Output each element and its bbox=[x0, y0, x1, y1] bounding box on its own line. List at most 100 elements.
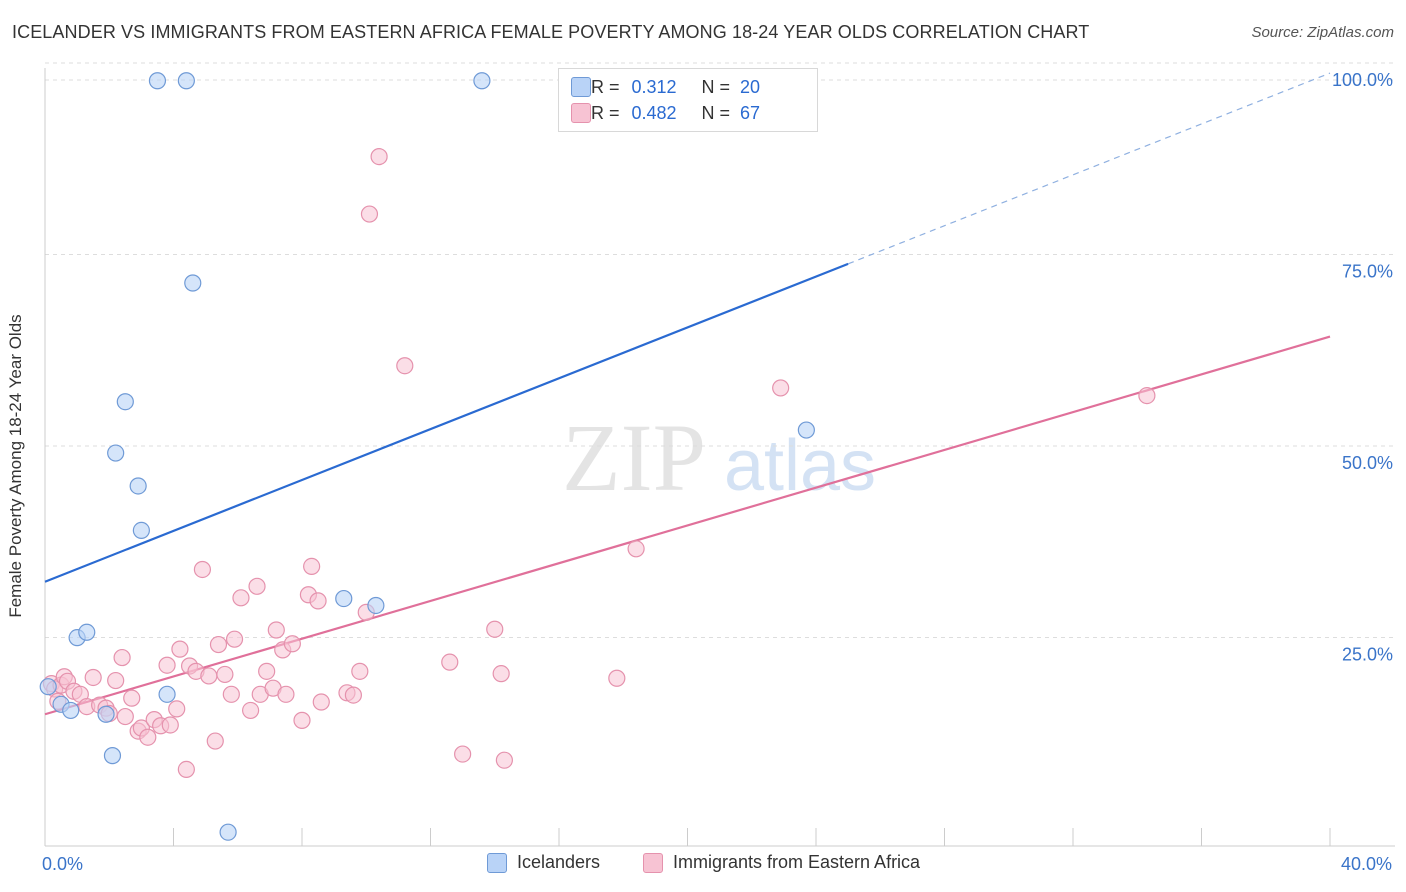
point-eastern-africa bbox=[116, 707, 134, 726]
point-eastern-africa bbox=[312, 693, 330, 711]
point-eastern-africa bbox=[495, 751, 513, 769]
trend-line-icelanders bbox=[44, 262, 849, 583]
point-eastern-africa bbox=[84, 668, 102, 687]
point-eastern-africa bbox=[258, 662, 276, 680]
legend-swatch-blue bbox=[571, 77, 591, 97]
trend-line-icelanders-extension bbox=[847, 72, 1331, 265]
trend-lines bbox=[44, 72, 1331, 716]
point-icelanders bbox=[473, 72, 491, 90]
point-eastern-africa bbox=[370, 148, 388, 166]
point-eastern-africa bbox=[277, 685, 295, 703]
legend-r-label: R = bbox=[591, 76, 620, 97]
points bbox=[39, 72, 1156, 841]
watermark-zip: ZIP bbox=[562, 404, 706, 511]
point-eastern-africa bbox=[139, 728, 157, 746]
point-icelanders bbox=[177, 72, 195, 90]
point-eastern-africa bbox=[161, 716, 179, 734]
point-eastern-africa bbox=[232, 589, 250, 607]
point-eastern-africa bbox=[486, 620, 504, 638]
series-legend: Icelanders Immigrants from Eastern Afric… bbox=[0, 852, 1406, 878]
point-eastern-africa bbox=[344, 686, 362, 704]
point-eastern-africa bbox=[303, 557, 321, 576]
y-tick-label: 25.0% bbox=[1342, 645, 1393, 665]
point-icelanders bbox=[184, 274, 202, 292]
point-icelanders bbox=[148, 72, 167, 90]
point-eastern-africa bbox=[396, 357, 414, 375]
point-icelanders bbox=[97, 705, 115, 723]
legend-n-value: 67 bbox=[740, 102, 761, 123]
point-eastern-africa bbox=[454, 745, 472, 763]
point-eastern-africa bbox=[441, 653, 459, 671]
point-eastern-africa bbox=[216, 665, 234, 684]
point-eastern-africa bbox=[168, 700, 186, 718]
point-eastern-africa bbox=[177, 760, 195, 779]
point-eastern-africa bbox=[158, 656, 176, 674]
legend-n-value: 20 bbox=[740, 76, 761, 97]
legend-swatch-blue bbox=[487, 852, 507, 873]
point-eastern-africa bbox=[283, 635, 301, 653]
point-eastern-africa bbox=[267, 621, 285, 639]
stats-legend: R = 0.312 N = 20 R = 0.482 N = 67 bbox=[558, 68, 818, 132]
legend-label-eastern-africa: Immigrants from Eastern Africa bbox=[673, 852, 921, 872]
legend-r-value: 0.482 bbox=[631, 102, 677, 123]
chart-title: ICELANDER VS IMMIGRANTS FROM EASTERN AFR… bbox=[12, 22, 1090, 42]
point-icelanders bbox=[62, 701, 80, 720]
point-eastern-africa bbox=[225, 630, 244, 648]
point-eastern-africa bbox=[772, 379, 790, 397]
legend-n-label: N = bbox=[701, 76, 731, 97]
tick-labels: 0.0% 40.0% 25.0% 50.0% 75.0% 100.0% bbox=[42, 70, 1393, 874]
legend-swatch-pink bbox=[643, 852, 663, 873]
point-icelanders bbox=[367, 596, 385, 615]
point-eastern-africa bbox=[360, 205, 379, 223]
point-eastern-africa bbox=[492, 665, 510, 683]
point-eastern-africa bbox=[123, 689, 141, 707]
point-icelanders bbox=[78, 623, 96, 641]
point-eastern-africa bbox=[206, 732, 224, 750]
point-icelanders bbox=[797, 421, 815, 439]
point-icelanders bbox=[39, 678, 57, 696]
point-eastern-africa bbox=[351, 662, 369, 680]
legend-label-icelanders: Icelanders bbox=[517, 852, 601, 872]
point-eastern-africa bbox=[627, 540, 645, 558]
legend-row-eastern-africa: R = 0.482 N = 67 bbox=[571, 101, 761, 125]
y-tick-label: 100.0% bbox=[1332, 70, 1393, 90]
x-tick-label: 40.0% bbox=[1341, 854, 1392, 874]
point-icelanders bbox=[116, 393, 134, 411]
point-eastern-africa bbox=[107, 671, 125, 690]
point-eastern-africa bbox=[608, 669, 626, 687]
y-tick-label: 75.0% bbox=[1342, 262, 1393, 282]
point-icelanders bbox=[132, 521, 150, 540]
y-tick-label: 50.0% bbox=[1342, 453, 1393, 473]
point-icelanders bbox=[335, 589, 353, 608]
watermark-atlas: atlas bbox=[724, 426, 876, 506]
legend-item-eastern-africa[interactable]: Immigrants from Eastern Africa bbox=[643, 852, 920, 873]
point-eastern-africa bbox=[171, 640, 189, 658]
point-icelanders bbox=[103, 747, 122, 765]
point-icelanders bbox=[107, 444, 125, 462]
legend-row-icelanders: R = 0.312 N = 20 bbox=[571, 75, 761, 99]
watermark: ZIP atlas bbox=[562, 404, 876, 511]
legend-swatch-pink bbox=[571, 103, 591, 123]
point-eastern-africa bbox=[209, 635, 228, 654]
point-eastern-africa bbox=[248, 577, 266, 595]
point-eastern-africa bbox=[200, 667, 218, 685]
point-icelanders bbox=[158, 685, 176, 703]
grid bbox=[45, 62, 1395, 638]
legend-r-label: R = bbox=[591, 102, 620, 123]
point-icelanders bbox=[219, 823, 237, 841]
point-eastern-africa bbox=[293, 711, 311, 729]
x-tick-label: 0.0% bbox=[42, 854, 83, 874]
trend-line-eastern-africa bbox=[44, 335, 1331, 716]
legend-n-label: N = bbox=[701, 102, 731, 123]
point-eastern-africa bbox=[193, 560, 212, 579]
point-eastern-africa bbox=[113, 648, 131, 667]
legend-item-icelanders[interactable]: Icelanders bbox=[487, 852, 600, 873]
point-eastern-africa bbox=[1138, 386, 1156, 405]
point-icelanders bbox=[129, 477, 147, 495]
point-eastern-africa bbox=[242, 701, 260, 720]
point-eastern-africa bbox=[222, 685, 240, 703]
axes bbox=[44, 68, 1395, 847]
point-eastern-africa bbox=[309, 592, 327, 610]
legend-r-value: 0.312 bbox=[631, 76, 677, 97]
